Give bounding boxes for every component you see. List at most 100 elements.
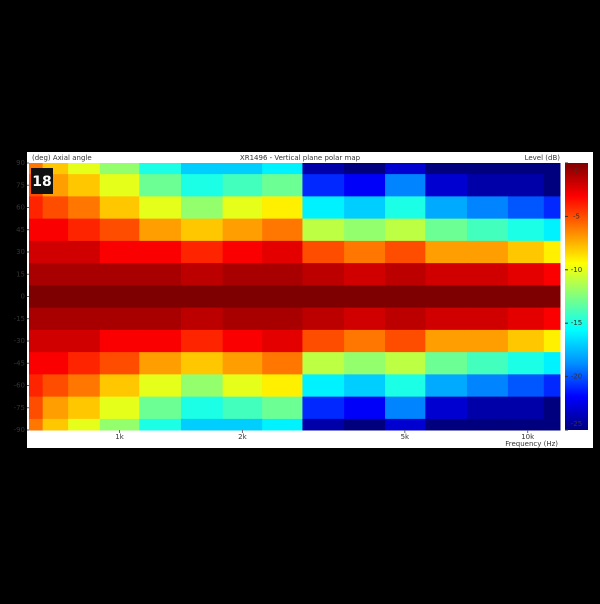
- x-tick-label: 1k: [115, 433, 124, 441]
- heatmap-cell: [139, 174, 182, 197]
- heatmap-cell: [262, 396, 303, 420]
- colorbar-tick-label: -5: [573, 212, 580, 220]
- heatmap-cell: [385, 418, 426, 431]
- heatmap-cell: [543, 396, 561, 420]
- heatmap-cell: [344, 285, 386, 309]
- heatmap-cell: [425, 418, 468, 431]
- heatmap-cell: [302, 285, 345, 309]
- heatmap-cell: [29, 240, 44, 264]
- heatmap-cell: [466, 307, 509, 331]
- heatmap-cell: [222, 307, 263, 331]
- heatmap-cell: [302, 218, 345, 242]
- heatmap-cell: [68, 218, 101, 242]
- heatmap-cell: [507, 374, 545, 398]
- y-tick-label: 90: [16, 159, 25, 167]
- heatmap-cell: [466, 418, 509, 431]
- heatmap-cell: [385, 218, 426, 242]
- heatmap-cell: [99, 240, 140, 264]
- heatmap-cell: [180, 374, 224, 398]
- heatmap-cell: [68, 352, 101, 375]
- heatmap-cell: [222, 418, 263, 431]
- heatmap-cell: [344, 374, 386, 398]
- heatmap-cell: [262, 374, 303, 398]
- heatmap-cell: [99, 174, 140, 197]
- heatmap-cell: [262, 418, 303, 431]
- heatmap-cell: [344, 396, 386, 420]
- heatmap-cell: [543, 285, 561, 309]
- heatmap-cell: [139, 196, 182, 220]
- y-tick-label: -90: [14, 426, 25, 434]
- heatmap-cell: [222, 218, 263, 242]
- heatmap-cell: [42, 374, 69, 398]
- heatmap-cell: [543, 418, 561, 431]
- heatmap-cell: [425, 307, 468, 331]
- heatmap-cell: [302, 307, 345, 331]
- heatmap-cell: [42, 263, 69, 286]
- heatmap-cell: [42, 418, 69, 431]
- heatmap-cell: [385, 263, 426, 286]
- heatmap-cell: [42, 307, 69, 331]
- heatmap-cell: [507, 329, 545, 353]
- y-tick-label: 75: [16, 181, 25, 189]
- heatmap-cell: [68, 396, 101, 420]
- heatmap-cell: [302, 163, 345, 175]
- heatmap-cell: [42, 329, 69, 353]
- heatmap-cell: [262, 329, 303, 353]
- heatmap-cell: [99, 352, 140, 375]
- heatmap-cell: [344, 352, 386, 375]
- colorbar-tick-label: 0: [574, 167, 578, 175]
- heatmap-cell: [466, 285, 509, 309]
- heatmap-cell: [180, 418, 224, 431]
- heatmap-cell: [507, 218, 545, 242]
- heatmap-cell: [543, 240, 561, 264]
- heatmap-cell: [344, 218, 386, 242]
- heatmap-cell: [344, 240, 386, 264]
- heatmap-cell: [29, 374, 44, 398]
- heatmap-cell: [99, 285, 140, 309]
- heatmap-cell: [262, 174, 303, 197]
- heatmap-cell: [385, 163, 426, 175]
- heatmap-cell: [222, 263, 263, 286]
- heatmap-cell: [262, 285, 303, 309]
- colorbar-tick-label: -10: [571, 266, 582, 274]
- heatmap-cell: [222, 352, 263, 375]
- heatmap-cell: [466, 218, 509, 242]
- heatmap-cell: [425, 285, 468, 309]
- heatmap-cell: [222, 285, 263, 309]
- heatmap-cell: [29, 329, 44, 353]
- logo: 18: [32, 174, 51, 190]
- heatmap-cell: [385, 329, 426, 353]
- heatmap-cell: [139, 263, 182, 286]
- heatmap-cell: [507, 240, 545, 264]
- heatmap-cell: [425, 218, 468, 242]
- heatmap-cell: [385, 285, 426, 309]
- heatmap-cell: [99, 196, 140, 220]
- colorbar: [565, 163, 588, 430]
- heatmap-cell: [385, 307, 426, 331]
- heatmap-cell: [425, 240, 468, 264]
- heatmap-cell: [99, 418, 140, 431]
- y-tick-label: 30: [16, 248, 25, 256]
- heatmap-cell: [262, 196, 303, 220]
- colorbar-tick-label: -20: [571, 373, 582, 381]
- heatmap-cell: [99, 307, 140, 331]
- heatmap-cell: [139, 163, 182, 175]
- heatmap-cell: [68, 418, 101, 431]
- heatmap-cell: [466, 329, 509, 353]
- heatmap-cell: [466, 263, 509, 286]
- heatmap-cell: [507, 285, 545, 309]
- heatmap-cell: [139, 285, 182, 309]
- heatmap-cell: [222, 240, 263, 264]
- heatmap-cell: [68, 196, 101, 220]
- heatmap-cell: [385, 240, 426, 264]
- x-tick-label: 10k: [521, 433, 535, 441]
- heatmap-cell: [222, 329, 263, 353]
- heatmap-cell: [344, 196, 386, 220]
- heatmap-cell: [302, 374, 345, 398]
- heatmap-cell: [344, 163, 386, 175]
- heatmap-cell: [68, 240, 101, 264]
- heatmap-cell: [507, 174, 545, 197]
- heatmap-cell: [425, 329, 468, 353]
